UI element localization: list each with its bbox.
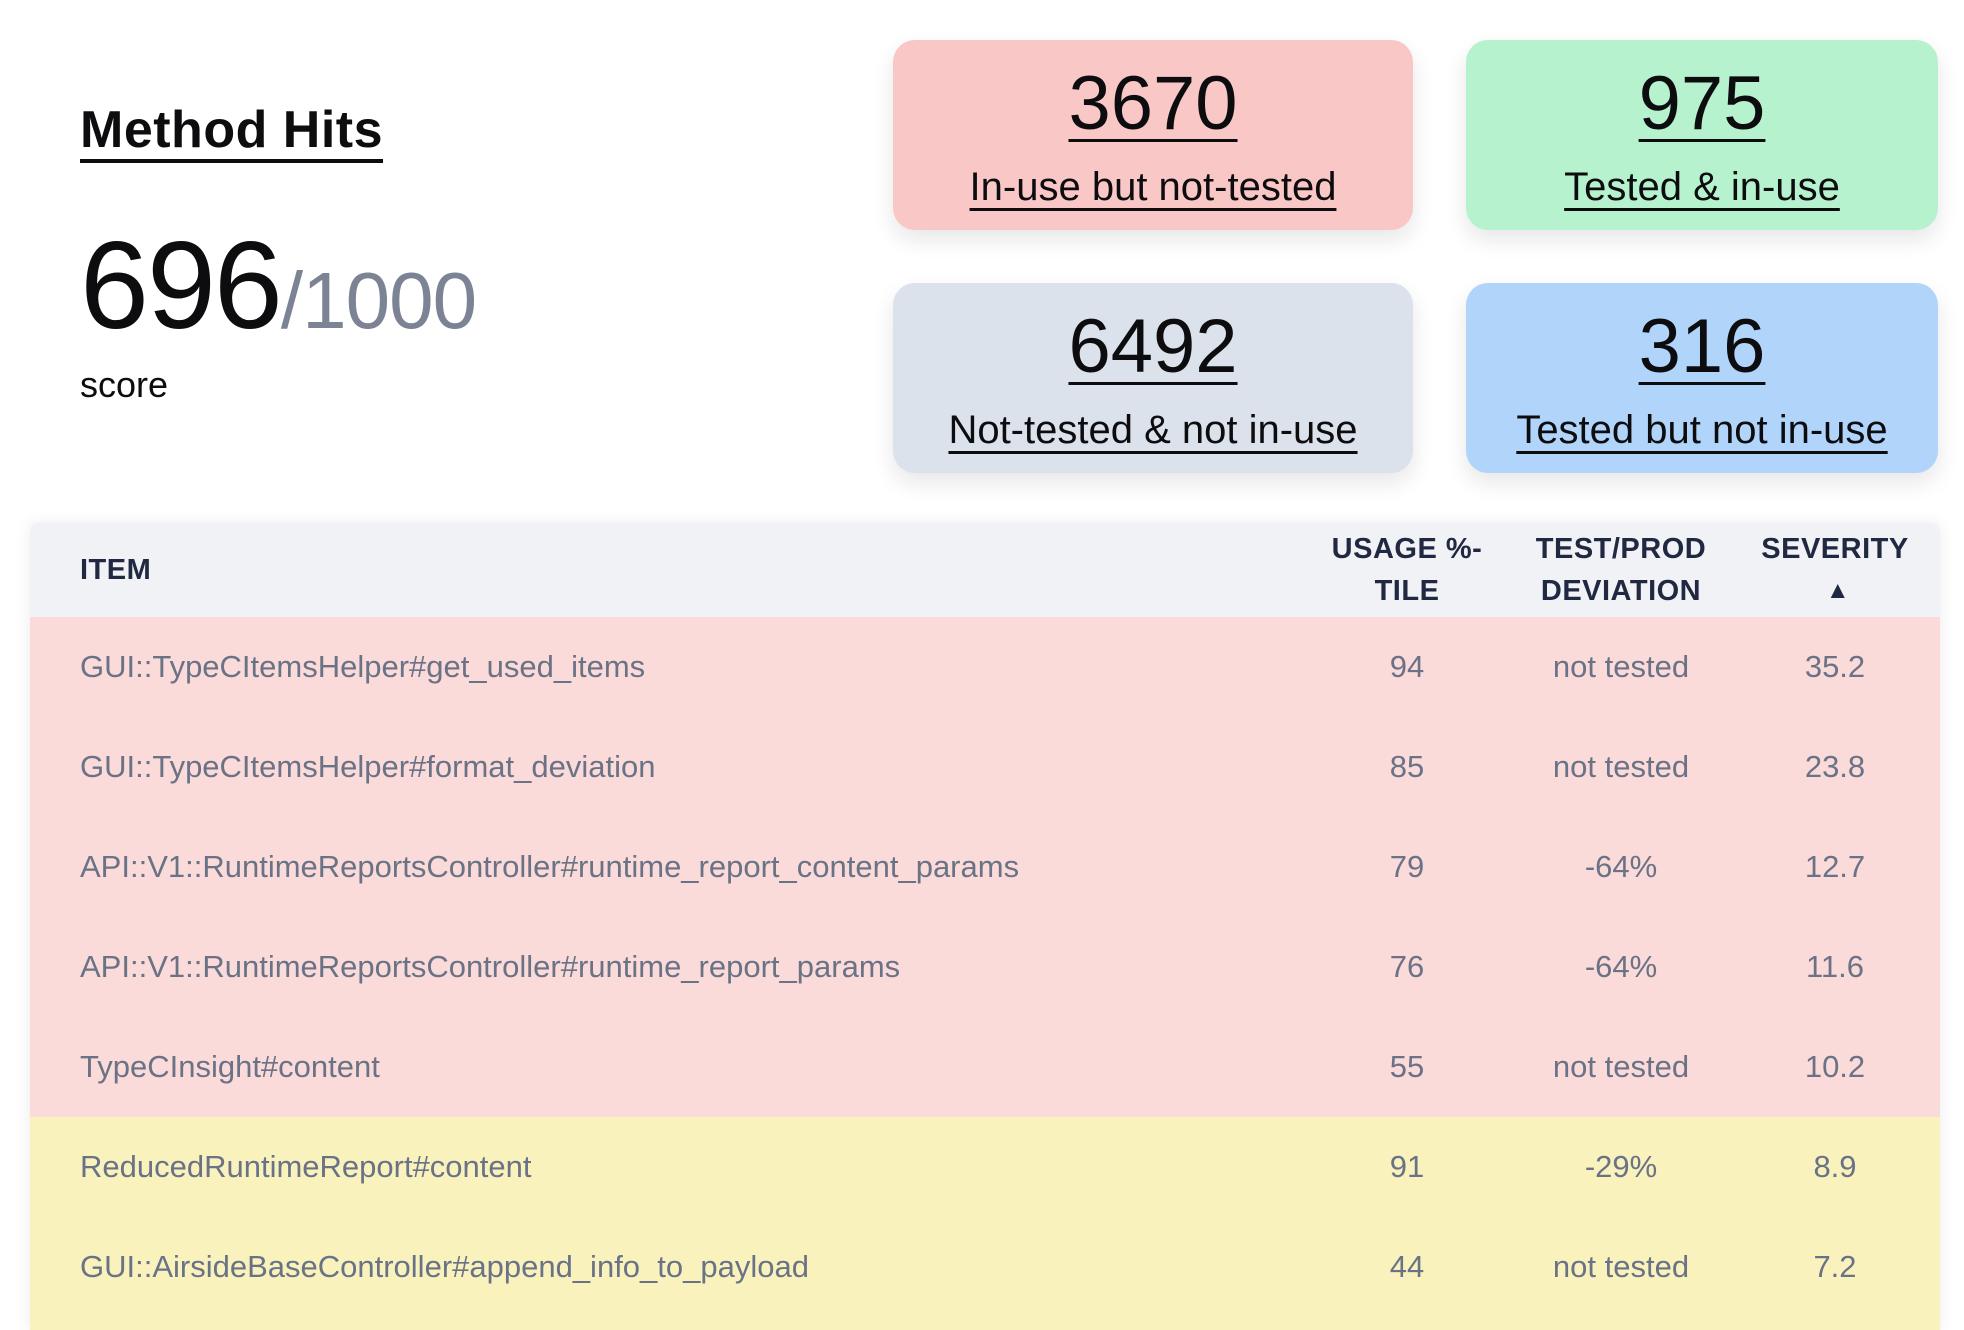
cell-severity: 11.6 [1805,949,1865,984]
table-row: GUI::TypeCItemsHelper#format_deviation 8… [30,717,1940,817]
column-header-severity-label: SEVERITY [1761,532,1909,565]
table-row: TypeCInsight#content 55 not tested 10.2 [30,1017,1940,1117]
stat-card-value-link[interactable]: 6492 [1068,304,1238,389]
cell-severity: 35.2 [1804,649,1866,684]
page-title[interactable]: Method Hits [80,101,384,159]
cell-usage: 85 [1389,749,1425,784]
stat-cards: 3670 In-use but not-tested 975 Tested & … [893,40,1938,473]
table-row: ReducedRuntimeReport#content 91 -29% 8.9 [30,1117,1940,1217]
stat-card-label-link[interactable]: Not-tested & not in-use [948,408,1358,452]
score-caption: score [80,364,169,405]
stat-card-tested-in-use[interactable]: 975 Tested & in-use [1466,40,1938,230]
cell-item: TypeCInsight#content [80,1049,380,1084]
column-header-severity[interactable]: SEVERITY ▲ [1755,528,1915,612]
table-row: API::V1::RuntimeReportsController#runtim… [30,817,1940,917]
summary-panel: Method Hits 696 /1000 score [80,100,477,406]
cell-deviation: not tested [1552,1249,1690,1284]
score-line: 696 /1000 [80,217,477,355]
sort-ascending-icon[interactable]: ▲ [1825,577,1851,604]
stat-card-label-link[interactable]: Tested & in-use [1564,165,1840,209]
score-total: /1000 [280,256,477,345]
column-header-item: ITEM [80,553,152,586]
cell-usage: 79 [1389,849,1425,884]
cell-deviation: not tested [1552,749,1690,784]
cell-deviation: -64% [1584,949,1658,984]
method-hits-table: ITEM USAGE %- TILE TEST/PROD DEVIATION S… [30,523,1940,1330]
cell-item: ReducedRuntimeReport#content [80,1149,532,1184]
cell-usage: 94 [1389,649,1425,684]
stat-card-tested-not-in-use[interactable]: 316 Tested but not in-use [1466,283,1938,473]
cell-usage: 91 [1389,1149,1425,1184]
stat-card-label-link[interactable]: Tested but not in-use [1516,408,1888,452]
stat-card-not-tested-not-in-use[interactable]: 6492 Not-tested & not in-use [893,283,1413,473]
cell-item: GUI::TypeCItemsHelper#format_deviation [80,749,656,784]
column-header-usage-percentile: USAGE %- TILE [1331,532,1483,607]
cell-item: GUI::TypeCItemsHelper#get_used_items [80,649,646,684]
cell-usage: 76 [1389,949,1425,984]
cell-usage: 55 [1389,1049,1425,1084]
table-row-partial [30,1317,1940,1330]
table-row: GUI::AirsideBaseController#append_info_t… [30,1217,1940,1317]
table-row: API::V1::RuntimeReportsController#runtim… [30,917,1940,1017]
stat-card-value-link[interactable]: 975 [1638,61,1766,146]
score-value: 696 [80,217,283,355]
stat-card-in-use-not-tested[interactable]: 3670 In-use but not-tested [893,40,1413,230]
cell-item: API::V1::RuntimeReportsController#runtim… [80,849,1020,884]
table-header: ITEM USAGE %- TILE TEST/PROD DEVIATION S… [30,523,1940,617]
table-row: GUI::TypeCItemsHelper#get_used_items 94 … [30,617,1940,717]
cell-item: GUI::AirsideBaseController#append_info_t… [80,1249,809,1284]
cell-severity: 8.9 [1813,1149,1857,1184]
cell-severity: 12.7 [1804,849,1866,884]
stat-card-value-link[interactable]: 3670 [1068,61,1238,146]
column-header-test-prod-deviation: TEST/PROD DEVIATION [1535,532,1707,607]
stat-card-label-link[interactable]: In-use but not-tested [969,165,1337,209]
cell-deviation: not tested [1552,1049,1690,1084]
cell-severity: 23.8 [1804,749,1866,784]
cell-deviation: -64% [1584,849,1658,884]
cell-item: API::V1::RuntimeReportsController#runtim… [80,949,901,984]
stat-card-value-link[interactable]: 316 [1638,304,1766,389]
cell-deviation: not tested [1552,649,1690,684]
cell-usage: 44 [1389,1249,1425,1284]
cell-severity: 7.2 [1813,1249,1857,1284]
cell-deviation: -29% [1584,1149,1658,1184]
cell-severity: 10.2 [1804,1049,1866,1084]
